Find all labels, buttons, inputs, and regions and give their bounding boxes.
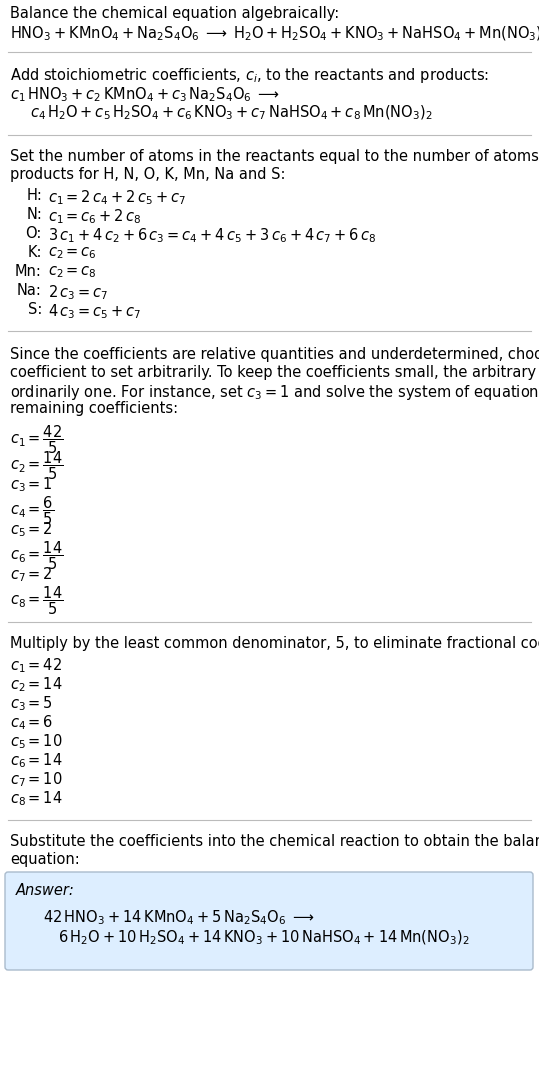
Text: $4\,c_3 = c_5 + c_7$: $4\,c_3 = c_5 + c_7$ xyxy=(48,302,141,320)
Text: equation:: equation: xyxy=(10,852,80,867)
Text: $c_6 = \dfrac{14}{5}$: $c_6 = \dfrac{14}{5}$ xyxy=(10,539,64,571)
Text: $6\,\mathrm{H_2O} + 10\,\mathrm{H_2SO_4} + 14\,\mathrm{KNO_3} + 10\,\mathrm{NaHS: $6\,\mathrm{H_2O} + 10\,\mathrm{H_2SO_4}… xyxy=(58,929,469,948)
Text: $c_4 = \dfrac{6}{5}$: $c_4 = \dfrac{6}{5}$ xyxy=(10,494,54,526)
Text: Multiply by the least common denominator, 5, to eliminate fractional coefficient: Multiply by the least common denominator… xyxy=(10,636,539,651)
Text: $3\,c_1 + 4\,c_2 + 6\,c_3 = c_4 + 4\,c_5 + 3\,c_6 + 4\,c_7 + 6\,c_8$: $3\,c_1 + 4\,c_2 + 6\,c_3 = c_4 + 4\,c_5… xyxy=(48,226,376,245)
Text: $2\,c_3 = c_7$: $2\,c_3 = c_7$ xyxy=(48,284,108,302)
Text: K:: K: xyxy=(27,245,42,260)
Text: $c_2 = c_6$: $c_2 = c_6$ xyxy=(48,245,97,261)
Text: $c_3 = 1$: $c_3 = 1$ xyxy=(10,475,53,494)
Text: S:: S: xyxy=(27,302,42,317)
Text: $c_5 = 10$: $c_5 = 10$ xyxy=(10,732,63,750)
Text: $c_7 = 2$: $c_7 = 2$ xyxy=(10,565,53,583)
Text: Substitute the coefficients into the chemical reaction to obtain the balanced: Substitute the coefficients into the che… xyxy=(10,834,539,849)
Text: $c_1 = 42$: $c_1 = 42$ xyxy=(10,657,62,675)
Text: N:: N: xyxy=(26,207,42,222)
Text: $42\,\mathrm{HNO_3} + 14\,\mathrm{KMnO_4} + 5\,\mathrm{Na_2S_4O_6} \;\longrighta: $42\,\mathrm{HNO_3} + 14\,\mathrm{KMnO_4… xyxy=(43,908,314,927)
Text: H:: H: xyxy=(26,188,42,203)
Text: $c_4\,\mathrm{H_2O} + c_5\,\mathrm{H_2SO_4} + c_6\,\mathrm{KNO_3} + c_7\,\mathrm: $c_4\,\mathrm{H_2O} + c_5\,\mathrm{H_2SO… xyxy=(30,103,433,123)
Text: $c_1\,\mathrm{HNO_3} + c_2\,\mathrm{KMnO_4} + c_3\,\mathrm{Na_2S_4O_6} \;\longri: $c_1\,\mathrm{HNO_3} + c_2\,\mathrm{KMnO… xyxy=(10,85,280,103)
Text: $c_3 = 5$: $c_3 = 5$ xyxy=(10,694,53,713)
Text: O:: O: xyxy=(26,226,42,241)
Text: $c_6 = 14$: $c_6 = 14$ xyxy=(10,751,63,770)
Text: remaining coefficients:: remaining coefficients: xyxy=(10,401,178,416)
Text: $c_2 = c_8$: $c_2 = c_8$ xyxy=(48,264,97,279)
Text: $c_1 = 2\,c_4 + 2\,c_5 + c_7$: $c_1 = 2\,c_4 + 2\,c_5 + c_7$ xyxy=(48,188,186,207)
Text: ordinarily one. For instance, set $c_3 = 1$ and solve the system of equations fo: ordinarily one. For instance, set $c_3 =… xyxy=(10,383,539,402)
Text: Answer:: Answer: xyxy=(16,883,75,898)
Text: $c_8 = \dfrac{14}{5}$: $c_8 = \dfrac{14}{5}$ xyxy=(10,584,64,617)
Text: $c_7 = 10$: $c_7 = 10$ xyxy=(10,770,63,789)
Text: Set the number of atoms in the reactants equal to the number of atoms in the: Set the number of atoms in the reactants… xyxy=(10,149,539,164)
Text: products for H, N, O, K, Mn, Na and S:: products for H, N, O, K, Mn, Na and S: xyxy=(10,167,286,182)
Text: Mn:: Mn: xyxy=(15,264,42,279)
Text: $c_2 = \dfrac{14}{5}$: $c_2 = \dfrac{14}{5}$ xyxy=(10,450,64,482)
Text: Add stoichiometric coefficients, $c_i$, to the reactants and products:: Add stoichiometric coefficients, $c_i$, … xyxy=(10,66,489,85)
Text: coefficient to set arbitrarily. To keep the coefficients small, the arbitrary va: coefficient to set arbitrarily. To keep … xyxy=(10,365,539,381)
Text: Since the coefficients are relative quantities and underdetermined, choose a: Since the coefficients are relative quan… xyxy=(10,347,539,362)
Text: $c_1 = c_6 + 2\,c_8$: $c_1 = c_6 + 2\,c_8$ xyxy=(48,207,141,225)
Text: $\mathrm{HNO_3 + KMnO_4 + Na_2S_4O_6 \;\longrightarrow\; H_2O + H_2SO_4 + KNO_3 : $\mathrm{HNO_3 + KMnO_4 + Na_2S_4O_6 \;\… xyxy=(10,25,539,43)
Text: Balance the chemical equation algebraically:: Balance the chemical equation algebraica… xyxy=(10,6,339,20)
Text: $c_1 = \dfrac{42}{5}$: $c_1 = \dfrac{42}{5}$ xyxy=(10,423,64,456)
Text: $c_5 = 2$: $c_5 = 2$ xyxy=(10,520,53,539)
FancyBboxPatch shape xyxy=(5,872,533,970)
Text: $c_8 = 14$: $c_8 = 14$ xyxy=(10,789,63,807)
Text: $c_4 = 6$: $c_4 = 6$ xyxy=(10,713,53,732)
Text: $c_2 = 14$: $c_2 = 14$ xyxy=(10,675,63,694)
Text: Na:: Na: xyxy=(17,284,42,298)
